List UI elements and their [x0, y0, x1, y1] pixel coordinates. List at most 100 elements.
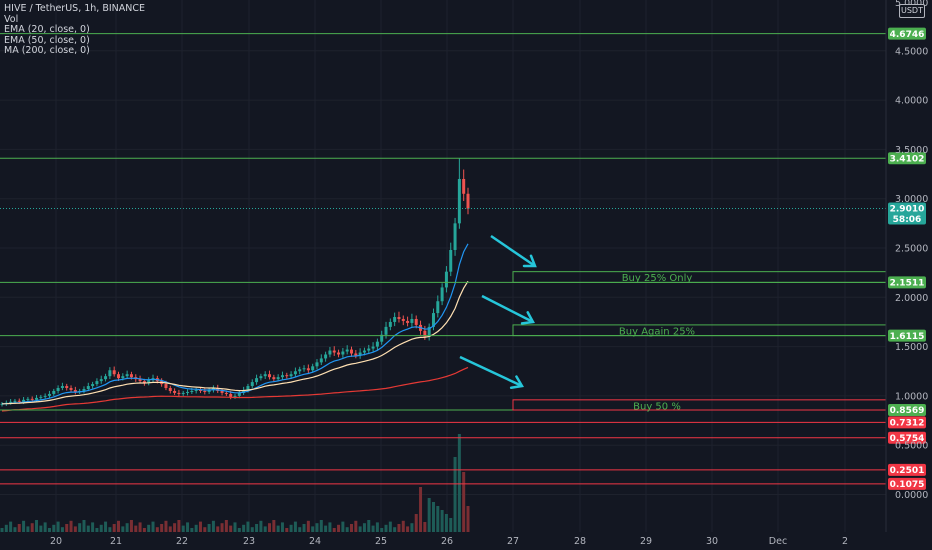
legend-symbol-title[interactable]: HIVE / TetherUS, 1h, BINANCE — [4, 3, 146, 14]
candle-body — [168, 388, 172, 391]
candle-body — [203, 390, 207, 392]
candle-body — [56, 388, 60, 391]
candle-body — [220, 390, 224, 393]
level-price-label: 1.6115 — [890, 332, 925, 342]
volume-bar — [242, 524, 246, 532]
volume-bar — [17, 524, 21, 532]
volume-bar — [341, 521, 345, 532]
price-axis[interactable]: 4.5000 4.0000 3.5000 3.0000 2.5000 2.0000 1.50… — [885, 0, 928, 532]
volume-bar — [444, 514, 448, 532]
candle-body — [112, 370, 116, 375]
level-price-label: 0.2501 — [890, 466, 925, 476]
arrow-shaft — [459, 355, 523, 388]
volume-bar — [401, 520, 405, 532]
candle-body — [9, 401, 13, 403]
volume-bar — [4, 524, 8, 532]
volume-bar — [181, 525, 185, 532]
level-price-tag — [888, 463, 926, 476]
volume-bar — [151, 521, 155, 532]
candle-body — [354, 353, 358, 356]
level-price-tag — [888, 329, 926, 342]
volume-bar — [155, 527, 159, 532]
volume-bar — [91, 522, 95, 532]
volume-bar — [298, 527, 302, 532]
volume-bar — [73, 526, 77, 532]
volume-bar — [220, 523, 224, 532]
volume-bar — [328, 522, 332, 532]
volume-bar — [440, 510, 444, 532]
ma200-line — [1, 366, 469, 412]
volume-bar — [78, 523, 82, 532]
current-price-label: 2.9010 — [890, 205, 925, 215]
volume-bar — [319, 520, 323, 532]
price-tick-label: 0.0000 — [895, 490, 928, 501]
candle-body — [444, 271, 448, 288]
volume-bar — [272, 520, 276, 532]
currency-badge[interactable]: USDT — [899, 4, 925, 18]
candlesticks — [0, 158, 470, 407]
volume-bar — [280, 522, 284, 532]
candle-body — [69, 388, 73, 390]
candle-body — [164, 384, 168, 389]
volume-bar — [164, 520, 168, 532]
candle-body — [406, 320, 410, 323]
price-tick-label: 4.0000 — [895, 96, 928, 107]
volume-bar — [142, 528, 146, 532]
buy-zone-box — [512, 399, 887, 411]
volume-bar — [358, 526, 362, 532]
volume-bar — [311, 526, 315, 532]
candle-body — [375, 341, 379, 347]
time-axis[interactable]: 20 21 22 23 24 25 26 27 28 29 30 Dec 2 — [50, 536, 848, 547]
volume-bar — [108, 527, 112, 532]
candle-body — [190, 390, 194, 392]
candle-body — [229, 393, 233, 397]
legend-ma200[interactable]: MA (200, close, 0) — [4, 45, 90, 56]
volume-bar — [47, 528, 51, 532]
volume-bar — [198, 521, 202, 532]
date-tick-label: 22 — [176, 536, 188, 547]
volume-bar — [259, 520, 263, 532]
candle-body — [328, 350, 332, 355]
candle-body — [82, 388, 86, 391]
volume-bar — [410, 523, 414, 532]
candle-body — [125, 374, 129, 377]
candle-body — [293, 371, 297, 375]
level-price-tag — [888, 416, 926, 429]
level-price-label: 4.6746 — [890, 30, 925, 40]
candle-body — [99, 379, 103, 382]
volume-bar — [237, 528, 241, 532]
volume-bar — [194, 524, 198, 532]
volume-bar — [104, 521, 108, 532]
date-tick-label: Dec — [769, 536, 787, 547]
candle-body — [52, 390, 56, 394]
legend-volume[interactable]: Vol — [4, 13, 19, 25]
volume-bars — [0, 434, 470, 532]
volume-bar — [293, 521, 297, 532]
volume-bar — [168, 526, 172, 532]
volume-bar — [207, 524, 211, 532]
volume-bar — [43, 522, 47, 532]
candle-body — [246, 386, 250, 390]
candle-body — [173, 390, 177, 393]
candle-body — [384, 326, 388, 335]
level-price-tag — [888, 152, 926, 165]
horizontal-levels[interactable]: 4.6746 3.4102 2.1511 1.6115 0.8569 0.7312 0.57… — [0, 27, 926, 491]
volume-bar — [22, 520, 26, 532]
buy-zone-label: Buy 25% Only — [622, 273, 693, 284]
arrows[interactable] — [459, 234, 537, 390]
buy-zones[interactable]: Buy 25% Only Buy Again 25% Buy 50 % — [512, 271, 887, 413]
candle-body — [26, 398, 30, 400]
buy-zone-label: Buy 50 % — [633, 401, 681, 412]
buy-zone-label: Buy Again 25% — [619, 326, 695, 337]
candle-body — [367, 348, 371, 351]
candle-body — [22, 399, 26, 402]
candle-body — [289, 374, 293, 377]
legend-ema20[interactable]: EMA (20, close, 0) — [4, 24, 90, 35]
volume-bar — [82, 520, 86, 532]
price-tick-label: 2.0000 — [895, 293, 928, 304]
volume-bar — [95, 528, 99, 532]
volume-bar — [99, 524, 103, 532]
candle-body — [233, 395, 237, 397]
legend-ema50[interactable]: EMA (50, close, 0) — [4, 34, 90, 46]
